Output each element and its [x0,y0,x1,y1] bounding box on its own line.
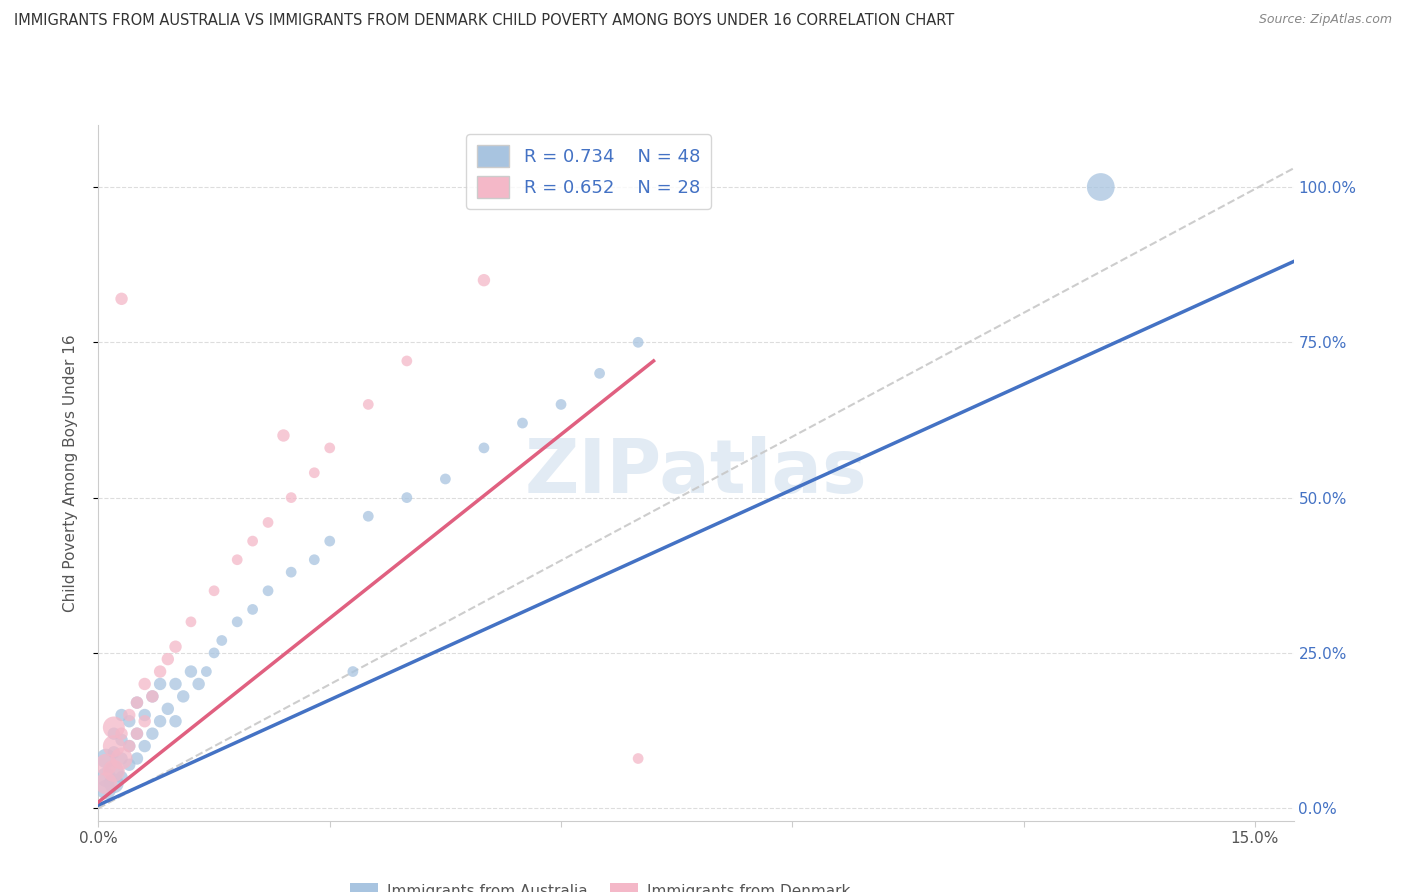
Point [125,726,148,740]
Point [110,751,132,765]
Point [357,397,380,411]
Point [211,633,233,648]
Point [134,714,156,729]
Y-axis label: Child Poverty Among Boys Under 16: Child Poverty Among Boys Under 16 [63,334,77,612]
Point [550,397,572,411]
Point [280,565,302,579]
Point [149,677,172,691]
Point [226,552,249,567]
Point [118,757,141,772]
Point [156,702,179,716]
Point [172,690,194,704]
Point [103,745,125,759]
Point [134,708,156,723]
Text: Source: ZipAtlas.com: Source: ZipAtlas.com [1258,13,1392,27]
Point [202,583,225,598]
Point [180,665,202,679]
Point [242,602,264,616]
Point [94,782,117,797]
Point [395,354,418,368]
Point [165,677,187,691]
Point [110,732,132,747]
Point [118,739,141,753]
Point [242,534,264,549]
Point [94,757,117,772]
Point [141,690,163,704]
Point [110,770,132,784]
Point [304,552,326,567]
Point [357,509,380,524]
Point [187,677,209,691]
Point [103,764,125,778]
Point [395,491,418,505]
Point [110,726,132,740]
Point [110,292,132,306]
Text: IMMIGRANTS FROM AUSTRALIA VS IMMIGRANTS FROM DENMARK CHILD POVERTY AMONG BOYS UN: IMMIGRANTS FROM AUSTRALIA VS IMMIGRANTS … [14,13,955,29]
Point [588,367,610,381]
Point [103,776,125,790]
Point [273,428,295,442]
Point [342,665,364,679]
Point [94,770,117,784]
Point [280,491,302,505]
Point [103,721,125,735]
Point [134,677,156,691]
Point [125,696,148,710]
Point [134,739,156,753]
Point [118,714,141,729]
Point [149,665,172,679]
Point [125,726,148,740]
Point [103,726,125,740]
Point [434,472,457,486]
Point [141,726,163,740]
Point [125,751,148,765]
Text: ZIPatlas: ZIPatlas [524,436,868,509]
Point [257,516,280,530]
Point [165,714,187,729]
Point [103,739,125,753]
Point [110,751,132,765]
Point [156,652,179,666]
Point [1090,180,1112,194]
Point [627,335,650,350]
Point [202,646,225,660]
Legend: Immigrants from Australia, Immigrants from Denmark: Immigrants from Australia, Immigrants fr… [344,877,856,892]
Point [149,714,172,729]
Point [512,416,534,430]
Point [94,751,117,765]
Point [118,708,141,723]
Point [472,273,495,287]
Point [125,696,148,710]
Point [472,441,495,455]
Point [118,739,141,753]
Point [319,534,342,549]
Point [257,583,280,598]
Point [304,466,326,480]
Point [165,640,187,654]
Point [103,764,125,778]
Point [226,615,249,629]
Point [110,708,132,723]
Point [141,690,163,704]
Point [195,665,218,679]
Point [180,615,202,629]
Point [627,751,650,765]
Point [94,776,117,790]
Point [319,441,342,455]
